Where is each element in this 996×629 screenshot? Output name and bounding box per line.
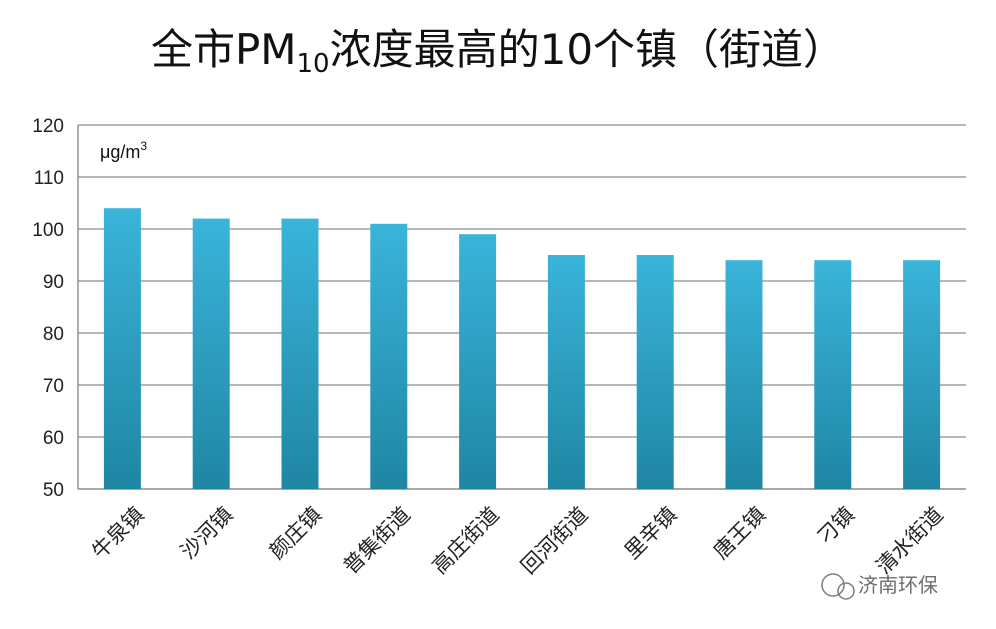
y-tick-label: 50 xyxy=(43,480,64,501)
y-tick-label: 110 xyxy=(34,168,64,189)
y-tick-label: 70 xyxy=(43,376,64,397)
bar-9 xyxy=(814,260,852,489)
unit-base: μg/m xyxy=(100,142,140,162)
y-axis-tick-labels: 50 60 70 80 90 100 110 120 xyxy=(32,116,64,501)
bar-2 xyxy=(192,218,230,489)
x-category-label: 刁镇 xyxy=(812,502,859,549)
x-category-label: 回河街道 xyxy=(516,502,592,578)
y-tick-label: 90 xyxy=(43,272,64,293)
title-sub: 10 xyxy=(297,49,330,79)
y-tick-label: 100 xyxy=(32,220,64,241)
x-category-label: 里辛镇 xyxy=(620,502,682,564)
wechat-bubble-icon xyxy=(821,573,845,597)
y-tick-label: 120 xyxy=(32,116,64,137)
bar-5 xyxy=(459,234,497,489)
x-category-label: 牛泉镇 xyxy=(87,502,149,564)
unit-sup: 3 xyxy=(140,139,147,153)
y-tick-label: 80 xyxy=(43,324,64,345)
x-category-label: 清水街道 xyxy=(872,502,948,578)
bar-4 xyxy=(370,223,408,490)
title-pre: 全市PM xyxy=(151,25,297,74)
x-axis-category-labels: 牛泉镇 沙河镇 颜庄镇 普集街道 高庄街道 回河街道 里辛镇 唐王镇 刁镇 清水街道 xyxy=(87,502,948,578)
x-category-label: 普集街道 xyxy=(339,502,415,578)
bar-8 xyxy=(725,260,763,489)
x-category-label: 唐王镇 xyxy=(709,502,771,564)
bar-6 xyxy=(547,255,585,489)
chart-title: 全市PM10浓度最高的10个镇（街道） xyxy=(151,25,845,79)
x-category-label: 沙河镇 xyxy=(176,502,238,564)
watermark: 济南环保 xyxy=(821,573,938,600)
watermark-text: 济南环保 xyxy=(858,573,938,597)
unit-label: μg/m3 xyxy=(100,139,147,162)
bar-1 xyxy=(103,208,141,489)
bar-7 xyxy=(636,255,674,489)
bars xyxy=(103,208,941,490)
wechat-bubble-icon-small xyxy=(837,582,855,600)
y-tick-label: 60 xyxy=(43,428,64,449)
x-category-label: 高庄街道 xyxy=(428,502,504,578)
x-category-label: 颜庄镇 xyxy=(265,502,327,564)
title-post: 浓度最高的10个镇（街道） xyxy=(330,25,845,74)
bar-10 xyxy=(903,260,941,489)
bar-3 xyxy=(281,218,319,489)
